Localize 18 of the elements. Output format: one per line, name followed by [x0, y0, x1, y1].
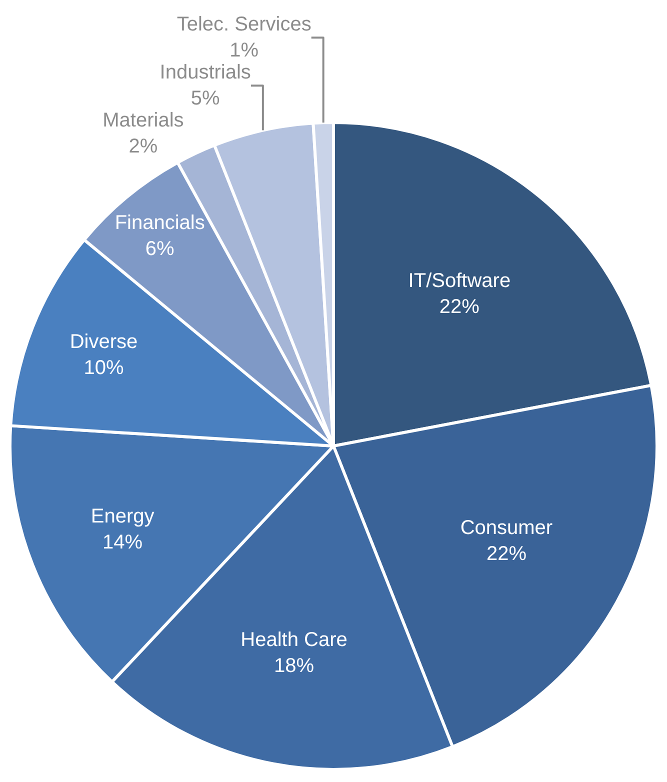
data-label: 18%	[274, 654, 314, 677]
data-label: 6%	[145, 238, 175, 260]
slice-label: Materials	[102, 110, 184, 132]
data-label: 22%	[439, 296, 480, 318]
slice-label: Diverse	[70, 331, 138, 354]
slice-label: Energy	[90, 506, 154, 528]
slice-label: Telec. Services	[176, 14, 312, 36]
slice-label: Health Care	[240, 628, 348, 651]
slice-label: Industrials	[160, 62, 251, 84]
data-label: 22%	[486, 543, 527, 566]
data-label: 2%	[128, 136, 158, 158]
slice-label: IT/Software	[408, 270, 511, 292]
slice-label: Consumer	[460, 517, 553, 540]
data-label: 10%	[84, 357, 124, 380]
data-label: 14%	[102, 532, 143, 554]
data-label: 1%	[230, 40, 259, 62]
data-label: 5%	[190, 88, 220, 110]
slice-label: Financials	[114, 212, 205, 234]
